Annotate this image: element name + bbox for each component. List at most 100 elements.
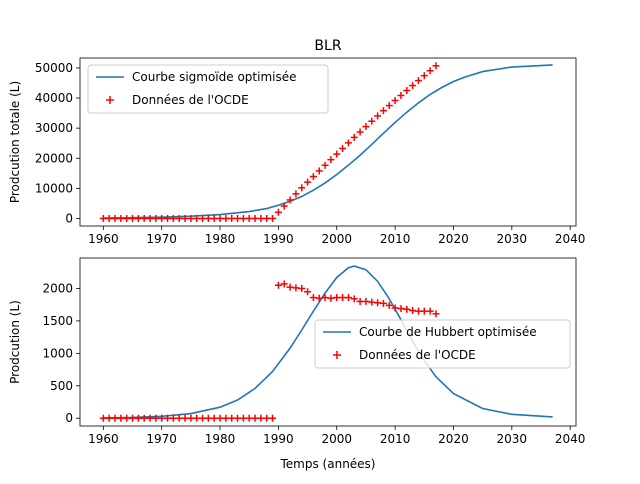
legend-label: Données de l'OCDE — [359, 348, 476, 362]
data-point — [257, 414, 265, 422]
data-point — [344, 139, 352, 147]
data-point — [187, 414, 195, 422]
data-point — [169, 414, 177, 422]
data-point — [385, 102, 393, 110]
data-point — [111, 214, 119, 222]
data-point — [356, 128, 364, 136]
y-tick-label: 40000 — [35, 91, 73, 105]
data-point — [350, 133, 358, 141]
x-tick-label: 1980 — [205, 432, 236, 446]
x-tick-label: 2030 — [497, 432, 528, 446]
data-point — [222, 414, 230, 422]
data-point — [292, 190, 300, 198]
legend-label: Courbe de Hubbert optimisée — [359, 325, 537, 339]
legend-label: Courbe sigmoïde optimisée — [132, 70, 297, 84]
data-point — [251, 414, 259, 422]
data-point — [216, 414, 224, 422]
data-point — [414, 77, 422, 85]
data-point — [181, 414, 189, 422]
data-point — [269, 214, 277, 222]
data-point — [309, 294, 317, 302]
data-point — [379, 107, 387, 115]
data-point — [397, 305, 405, 313]
data-point — [344, 294, 352, 302]
top-axes: 1960 1970 1980 1990 2000 2010 2020 2030 2040 0 100… — [8, 57, 586, 246]
data-point — [269, 414, 277, 422]
data-point — [228, 414, 236, 422]
data-point — [391, 96, 399, 104]
data-point — [175, 414, 183, 422]
data-point — [245, 214, 253, 222]
data-point — [304, 288, 312, 296]
data-point — [199, 414, 207, 422]
legend: Courbe sigmoïde optimisée Données de l'OC… — [87, 64, 329, 114]
x-tick-label: 1960 — [88, 232, 119, 246]
x-tick-label: 2040 — [555, 432, 586, 446]
data-point — [216, 214, 224, 222]
x-tick-label: 1980 — [205, 232, 236, 246]
data-point — [286, 283, 294, 291]
data-point — [146, 414, 154, 422]
data-point — [210, 414, 218, 422]
data-point — [274, 208, 282, 216]
data-point — [333, 294, 341, 302]
axes-frame — [79, 57, 577, 227]
data-point — [204, 414, 212, 422]
y-tick-label: 1000 — [42, 346, 73, 360]
legend-box — [314, 319, 571, 369]
data-point — [158, 214, 166, 222]
data-point — [263, 214, 271, 222]
data-point — [309, 173, 317, 181]
data-point — [403, 87, 411, 95]
data-point — [105, 214, 113, 222]
data-point — [368, 298, 376, 306]
x-tick-label: 2000 — [321, 432, 352, 446]
data-point — [333, 150, 341, 158]
data-point — [210, 214, 218, 222]
series-line — [103, 64, 553, 219]
data-point — [315, 294, 323, 302]
data-point — [123, 214, 131, 222]
data-point — [193, 214, 201, 222]
data-point — [391, 304, 399, 312]
legend-label: Données de l'OCDE — [132, 93, 249, 107]
data-point — [420, 72, 428, 80]
y-tick-label: 2000 — [42, 281, 73, 295]
series-line — [103, 265, 553, 419]
data-point — [385, 301, 393, 309]
y-tick-label: 1500 — [42, 314, 73, 328]
x-tick-label: 2030 — [497, 232, 528, 246]
x-axis-label: Temps (années) — [280, 457, 376, 471]
data-point — [204, 214, 212, 222]
data-point — [432, 310, 440, 318]
data-point — [169, 214, 177, 222]
data-point — [350, 295, 358, 303]
data-point — [164, 214, 172, 222]
axes-frame — [79, 257, 577, 427]
data-point — [181, 214, 189, 222]
x-tick-label: 1990 — [263, 432, 294, 446]
data-point — [234, 214, 242, 222]
data-point — [403, 305, 411, 313]
data-point — [111, 414, 119, 422]
y-tick-label: 500 — [50, 379, 73, 393]
data-point — [152, 214, 160, 222]
x-tick-label: 2000 — [321, 232, 352, 246]
x-tick-label: 1960 — [88, 432, 119, 446]
x-tick-label: 2040 — [555, 232, 586, 246]
y-axis-label: Prodcution (L) — [8, 300, 22, 384]
data-point — [129, 214, 137, 222]
data-point — [339, 294, 347, 302]
data-point — [362, 297, 370, 305]
data-point — [298, 184, 306, 192]
data-point — [134, 214, 142, 222]
data-point — [280, 202, 288, 210]
data-point — [362, 123, 370, 131]
x-tick-label: 2010 — [380, 432, 411, 446]
data-point — [374, 299, 382, 307]
data-point — [99, 414, 107, 422]
data-point — [368, 117, 376, 125]
data-point — [414, 307, 422, 315]
data-point — [257, 214, 265, 222]
